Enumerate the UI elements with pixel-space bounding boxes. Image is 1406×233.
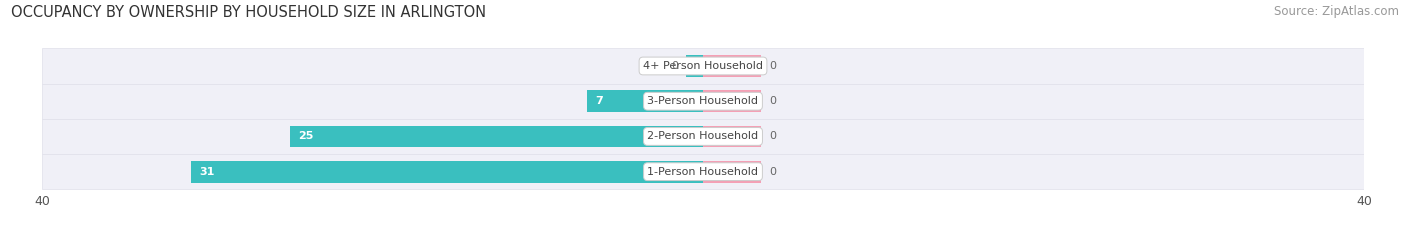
- Text: 7: 7: [596, 96, 603, 106]
- Bar: [191, 161, 703, 183]
- Bar: [42, 154, 1364, 189]
- Bar: [42, 48, 1364, 84]
- Text: 2-Person Household: 2-Person Household: [647, 131, 759, 141]
- Bar: [42, 119, 1364, 154]
- Bar: [703, 55, 761, 77]
- Text: 0: 0: [769, 131, 776, 141]
- Text: 0: 0: [671, 61, 678, 71]
- Bar: [290, 126, 703, 147]
- Text: 1-Person Household: 1-Person Household: [648, 167, 758, 177]
- Text: 0: 0: [769, 96, 776, 106]
- Bar: [686, 55, 703, 77]
- Text: 3-Person Household: 3-Person Household: [648, 96, 758, 106]
- Text: 4+ Person Household: 4+ Person Household: [643, 61, 763, 71]
- Bar: [703, 161, 761, 183]
- Text: 25: 25: [298, 131, 314, 141]
- Text: 0: 0: [769, 61, 776, 71]
- Bar: [703, 126, 761, 147]
- Text: 31: 31: [200, 167, 215, 177]
- Text: Source: ZipAtlas.com: Source: ZipAtlas.com: [1274, 5, 1399, 18]
- Bar: [703, 90, 761, 112]
- Text: OCCUPANCY BY OWNERSHIP BY HOUSEHOLD SIZE IN ARLINGTON: OCCUPANCY BY OWNERSHIP BY HOUSEHOLD SIZE…: [11, 5, 486, 20]
- Text: 0: 0: [769, 167, 776, 177]
- Bar: [588, 90, 703, 112]
- Bar: [42, 84, 1364, 119]
